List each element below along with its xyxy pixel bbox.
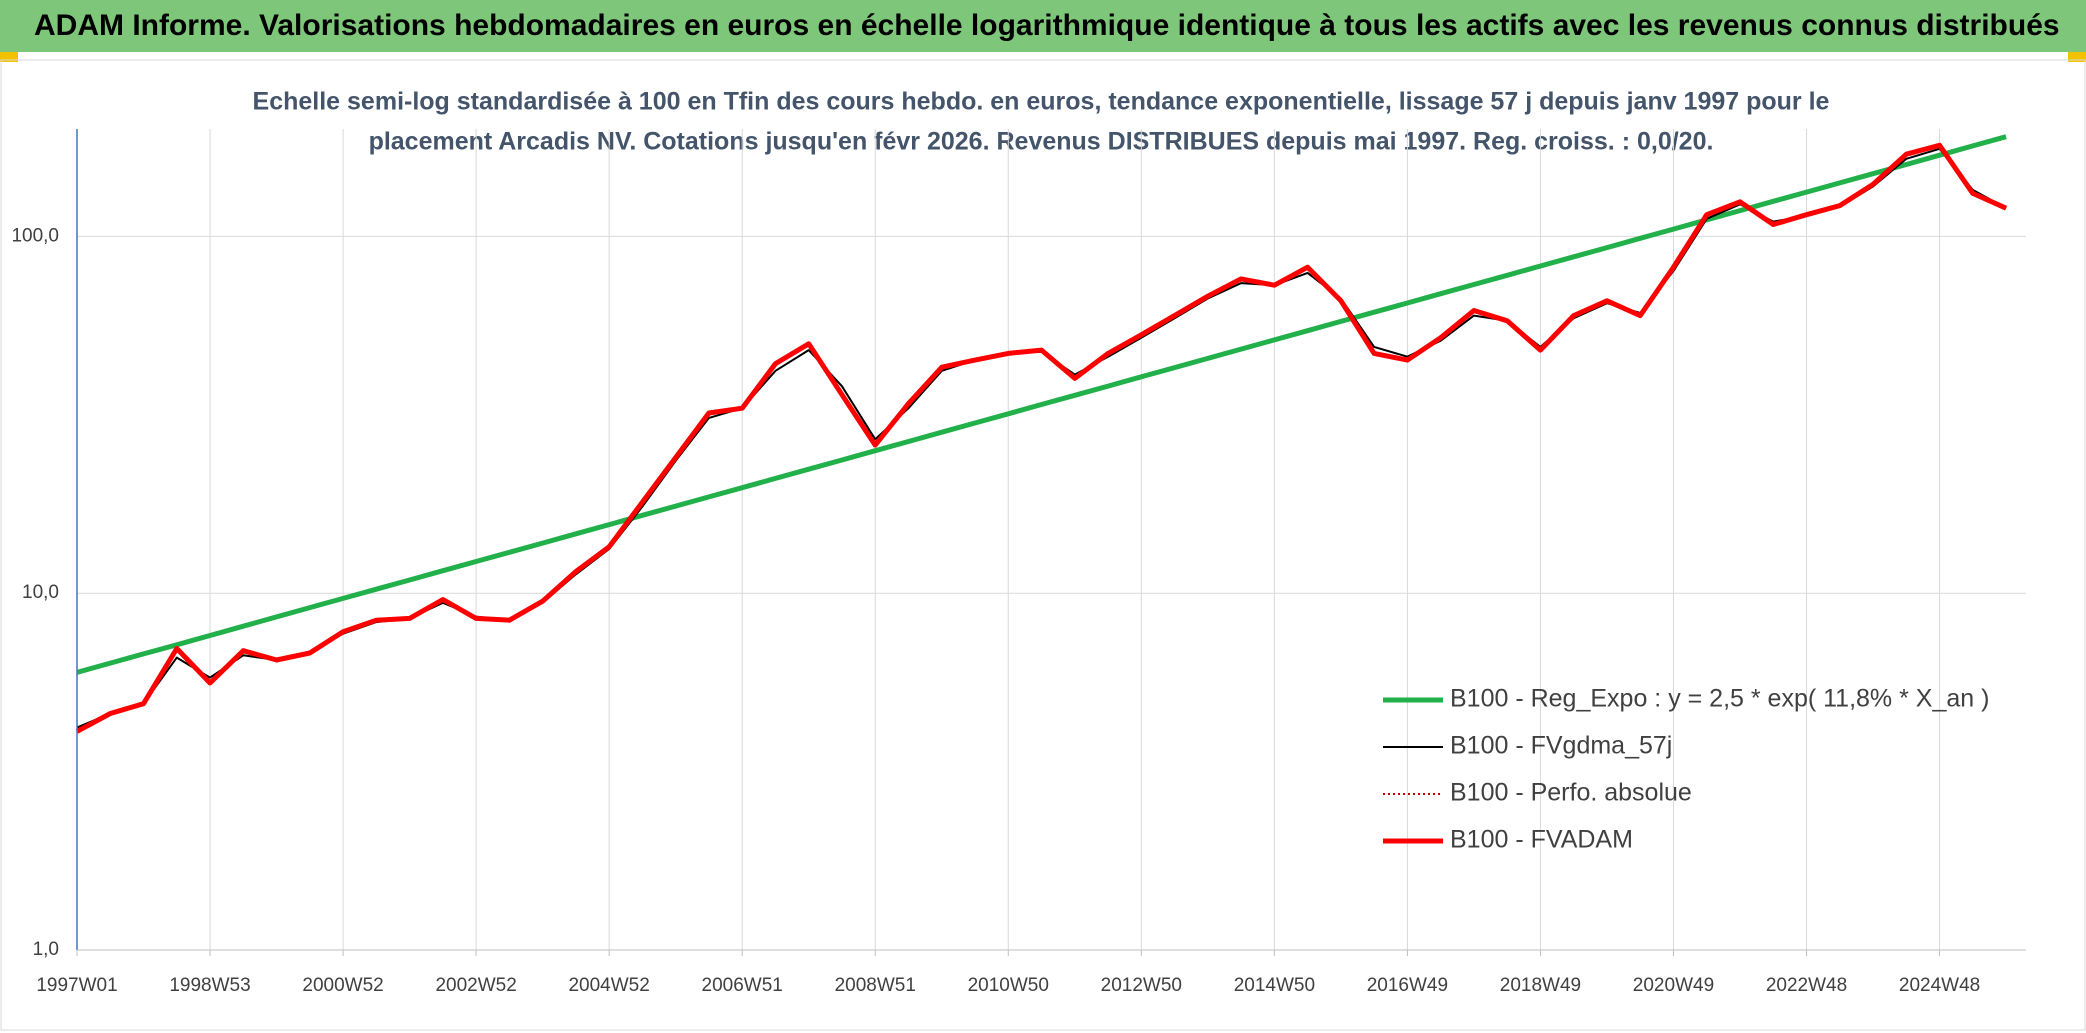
x-tick-label: 2016W49 <box>1367 975 1448 996</box>
corner <box>2068 52 2086 62</box>
series-line <box>75 142 2008 734</box>
legend-label: B100 - Reg_Expo : y = 2,5 * exp( 11,8% *… <box>1450 685 1989 713</box>
x-tick-label: 2000W52 <box>302 975 383 996</box>
chart-subtitle: Echelle semi-log standardisée à 100 en T… <box>253 88 1830 116</box>
x-tick-label: 2006W51 <box>702 975 783 996</box>
x-tick-label: 2008W51 <box>835 975 916 996</box>
header-bar <box>0 0 2086 52</box>
chart-subtitle: placement Arcadis NV. Cotations jusqu'en… <box>369 128 1714 156</box>
x-tick-label: 2004W52 <box>568 975 649 996</box>
y-tick-label: 100,0 <box>11 225 59 246</box>
x-tick-label: 2012W50 <box>1101 975 1182 996</box>
x-tick-label: 2018W49 <box>1500 975 1581 996</box>
x-tick-label: 2024W48 <box>1899 975 1980 996</box>
axes: 1,0 10,0 100,0 1997W01 1998W53 2000W52 2002W52… <box>11 129 2026 996</box>
x-tick-label: 2014W50 <box>1234 975 1315 996</box>
x-tick-label: 1997W01 <box>36 975 117 996</box>
y-tick-label: 1,0 <box>33 939 59 960</box>
corner <box>0 52 18 62</box>
legend-label: B100 - Perfo. absolue <box>1450 779 1692 807</box>
legend-label: B100 - FVADAM <box>1450 826 1633 854</box>
x-tick-label: 2022W48 <box>1766 975 1847 996</box>
x-tick-label: 2002W52 <box>435 975 516 996</box>
chart-border <box>0 59 2086 1031</box>
x-tick-label: 2020W49 <box>1633 975 1714 996</box>
legend: B100 - Reg_Expo : y = 2,5 * exp( 11,8% *… <box>1383 685 1989 854</box>
y-tick-label: 10,0 <box>22 582 59 603</box>
header-title: ADAM Informe. Valorisations hebdomadaire… <box>34 9 2060 42</box>
x-tick-label: 1998W53 <box>169 975 250 996</box>
series-line <box>76 134 2007 675</box>
legend-label: B100 - FVgdma_57j <box>1450 732 1672 760</box>
plot-lines <box>75 134 2008 734</box>
x-tick-label: 2010W50 <box>968 975 1049 996</box>
